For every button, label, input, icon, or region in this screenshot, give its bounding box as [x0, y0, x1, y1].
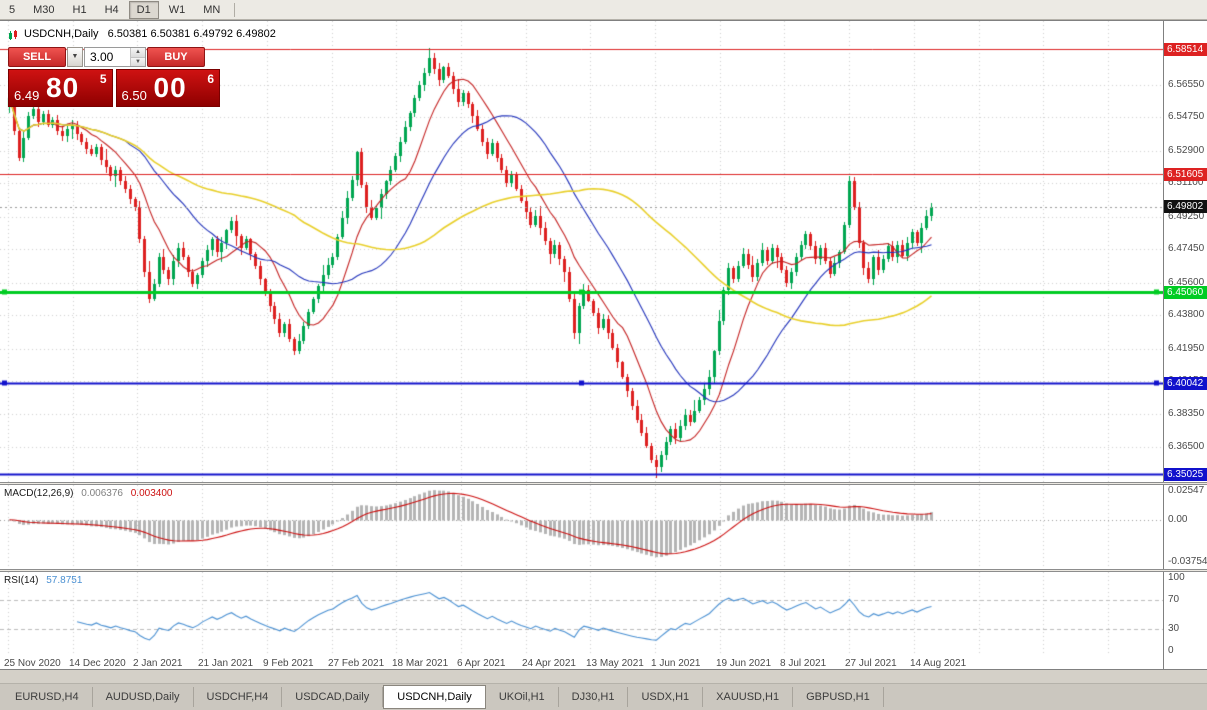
rsi-title-text: RSI(14)	[4, 575, 39, 586]
price-axis-label: 6.49250	[1168, 211, 1205, 222]
date-label: 18 Mar 2021	[392, 658, 449, 669]
price-level-tag-6.45060: 6.45060	[1164, 286, 1207, 299]
timeframe-toolbar: 5 M30 H1 H4 D1 W1 MN	[0, 0, 1207, 20]
tab-ukoil-h1[interactable]: UKOil,H1	[486, 687, 559, 707]
macd-main-value: 0.006376	[81, 488, 123, 499]
rsi-axis-label: 30	[1168, 623, 1180, 634]
rsi-axis-label: 100	[1168, 572, 1185, 583]
tab-dj30-h1[interactable]: DJ30,H1	[559, 687, 629, 707]
timeframe-button-D1[interactable]: D1	[128, 0, 159, 19]
price-level-tag-6.51605: 6.51605	[1164, 168, 1207, 181]
date-label: 24 Apr 2021	[522, 658, 576, 669]
macd-axis-label: 0.00	[1168, 514, 1188, 525]
price-axis-label: 6.56550	[1168, 79, 1205, 90]
buy-button[interactable]: BUY	[147, 47, 205, 67]
rsi-axis-label: 70	[1168, 594, 1180, 605]
tab-usdx-h1[interactable]: USDX,H1	[628, 687, 704, 707]
tab-audusd-daily[interactable]: AUDUSD,Daily	[93, 687, 194, 707]
timeframe-button-5[interactable]: 5	[9, 3, 16, 16]
date-label: 14 Aug 2021	[910, 658, 967, 669]
macd-signal-value: 0.003400	[130, 488, 173, 499]
price-axis-label: 6.51100	[1168, 177, 1204, 188]
macd-title-text: MACD(12,26,9)	[4, 488, 74, 499]
price-axis-label: 6.43800	[1168, 309, 1205, 320]
date-label: 6 Apr 2021	[457, 658, 506, 669]
buy-price-base: 6.50	[121, 88, 147, 103]
sell-button[interactable]: SELL	[8, 47, 66, 67]
rsi-canvas[interactable]	[0, 572, 1163, 655]
tab-usdcnh-daily[interactable]: USDCNH,Daily	[383, 685, 486, 709]
volume-input[interactable]	[85, 48, 134, 66]
date-label: 1 Jun 2021	[651, 658, 701, 669]
volume-spin-down-icon[interactable]: ▼	[131, 57, 145, 66]
price-level-tag-6.35025: 6.35025	[1164, 468, 1207, 481]
timeframe-button-MN[interactable]: MN	[203, 3, 221, 16]
date-label: 27 Feb 2021	[328, 658, 385, 669]
panel-splitter-rsi[interactable]	[0, 569, 1207, 572]
price-level-tag-6.49802: 6.49802	[1164, 200, 1207, 213]
date-label: 9 Feb 2021	[263, 658, 314, 669]
volume-dropdown-icon[interactable]: ▼	[67, 47, 83, 67]
panel-splitter-macd[interactable]	[0, 482, 1207, 485]
price-axis: 6.56550 6.54750 6.52900 6.51100 6.49250 6.474…	[1163, 21, 1207, 671]
price-axis-label: 6.45600	[1168, 277, 1205, 288]
chart-window: USDCNH,Daily 6.50381 6.50381 6.49792 6.4…	[0, 20, 1207, 671]
rsi-value: 57.8751	[46, 575, 83, 586]
chart-symbol-icon	[9, 30, 17, 40]
timeframe-button-W1[interactable]: W1	[168, 3, 186, 16]
window-gap-strip	[0, 670, 1207, 683]
sell-price-panel[interactable]: 6.49 80 5	[8, 69, 113, 107]
buy-price-panel[interactable]: 6.50 00 6	[115, 69, 220, 107]
tab-usdcad-daily[interactable]: USDCAD,Daily	[282, 687, 384, 707]
rsi-indicator-title: RSI(14) 57.8751	[4, 575, 82, 586]
macd-axis-label: -0.03754	[1168, 556, 1207, 567]
buy-price-sup: 6	[207, 72, 214, 86]
timeframe-button-H4[interactable]: H4	[104, 3, 119, 16]
date-label: 8 Jul 2021	[780, 658, 827, 669]
date-axis: 25 Nov 2020 14 Dec 2020 2 Jan 2021 21 Jan 2…	[0, 656, 1163, 671]
chart-title-symbol: USDCNH,Daily	[24, 28, 99, 40]
sell-price-base: 6.49	[14, 88, 40, 103]
date-label: 27 Jul 2021	[845, 658, 897, 669]
macd-axis-label: 0.02547	[1168, 485, 1205, 496]
buy-price-big: 00	[153, 72, 187, 103]
price-axis-label: 6.41950	[1168, 343, 1205, 354]
toolbar-separator	[234, 2, 236, 17]
chart-title: USDCNH,Daily 6.50381 6.50381 6.49792 6.4…	[24, 28, 276, 40]
volume-field: ▲ ▼	[84, 47, 146, 67]
price-level-tag-6.58514: 6.58514	[1164, 43, 1207, 56]
volume-spin-up-icon[interactable]: ▲	[131, 48, 145, 58]
date-label: 2 Jan 2021	[133, 658, 183, 669]
chart-title-ohlc: 6.50381 6.50381 6.49792 6.49802	[107, 28, 276, 40]
sell-price-sup: 5	[99, 72, 107, 86]
macd-indicator-title: MACD(12,26,9) 0.006376 0.003400	[4, 488, 172, 499]
tab-usdchf-h4[interactable]: USDCHF,H4	[194, 687, 283, 707]
date-label: 19 Jun 2021	[716, 658, 772, 669]
timeframe-button-M30[interactable]: M30	[33, 3, 55, 16]
date-label: 25 Nov 2020	[4, 658, 61, 669]
date-label: 13 May 2021	[586, 658, 644, 669]
price-axis-label: 6.38350	[1168, 408, 1205, 419]
tab-eurusd-h4[interactable]: EURUSD,H4	[2, 687, 93, 707]
date-label: 14 Dec 2020	[69, 658, 126, 669]
sell-price-big: 80	[46, 72, 80, 103]
price-axis-label: 6.47450	[1168, 243, 1205, 254]
price-axis-label: 6.54750	[1168, 111, 1205, 122]
price-axis-label: 6.52900	[1168, 145, 1205, 156]
tab-gbpusd-h1[interactable]: GBPUSD,H1	[793, 687, 884, 707]
chart-tab-bar: EURUSD,H4 AUDUSD,Daily USDCHF,H4 USDCAD,Dai…	[0, 683, 1207, 710]
one-click-trade-panel: SELL ▼ ▲ ▼ BUY 6.49 80 5 6.50 00 6	[8, 47, 220, 107]
tab-xauusd-h1[interactable]: XAUUSD,H1	[703, 687, 794, 707]
rsi-axis-label: 0	[1168, 645, 1174, 656]
macd-canvas[interactable]	[0, 485, 1163, 569]
timeframe-button-H1[interactable]: H1	[72, 3, 87, 16]
price-axis-label: 6.36500	[1168, 441, 1205, 452]
date-label: 21 Jan 2021	[198, 658, 254, 669]
price-level-tag-6.40042: 6.40042	[1164, 377, 1207, 390]
